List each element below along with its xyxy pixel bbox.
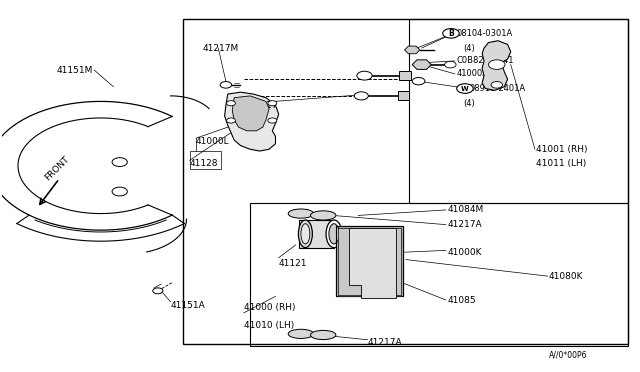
Bar [299, 220, 334, 248]
Ellipse shape [329, 224, 339, 244]
Circle shape [268, 101, 276, 106]
Text: 08915-2401A: 08915-2401A [469, 84, 525, 93]
Polygon shape [482, 41, 511, 90]
Text: 41128: 41128 [189, 160, 218, 169]
Bar [409, 19, 628, 202]
Circle shape [488, 60, 505, 70]
Text: 41000L: 41000L [196, 137, 230, 146]
Circle shape [268, 118, 276, 123]
Circle shape [112, 187, 127, 196]
Ellipse shape [301, 224, 310, 244]
Circle shape [445, 61, 456, 68]
Circle shape [112, 158, 127, 167]
Ellipse shape [326, 220, 342, 248]
Circle shape [457, 84, 473, 93]
Text: 41010 (LH): 41010 (LH) [244, 321, 294, 330]
Text: B: B [448, 29, 454, 38]
Text: 41000 (RH): 41000 (RH) [244, 303, 295, 312]
Text: 41151A: 41151A [171, 301, 205, 310]
Ellipse shape [310, 330, 336, 340]
Polygon shape [232, 96, 269, 131]
Circle shape [355, 92, 369, 100]
Text: C0B82-02B41: C0B82-02B41 [457, 57, 514, 65]
Text: 41151M: 41151M [56, 65, 93, 75]
Circle shape [357, 71, 372, 80]
Text: 41000A: 41000A [457, 69, 489, 78]
Polygon shape [225, 92, 278, 151]
Circle shape [153, 288, 163, 294]
Text: 41217: 41217 [250, 100, 278, 110]
Circle shape [443, 29, 460, 38]
Text: FRONT: FRONT [44, 154, 71, 182]
Text: 41121: 41121 [278, 259, 307, 268]
Bar [399, 71, 411, 80]
Circle shape [227, 118, 236, 123]
Text: 41084M: 41084M [447, 205, 483, 214]
Text: A//0*00P6: A//0*00P6 [549, 351, 588, 360]
Text: 41217A: 41217A [447, 220, 482, 229]
Polygon shape [338, 228, 401, 295]
Text: 41000K: 41000K [447, 248, 482, 257]
Text: 41001 (RH): 41001 (RH) [536, 145, 588, 154]
Text: 41080K: 41080K [549, 272, 584, 280]
Circle shape [491, 81, 502, 88]
Text: (4): (4) [463, 44, 475, 52]
Text: 41217M: 41217M [202, 44, 239, 52]
Bar [189, 151, 221, 170]
Text: (4): (4) [463, 99, 475, 108]
Bar [397, 92, 409, 100]
Polygon shape [349, 228, 396, 298]
Ellipse shape [298, 220, 312, 248]
Text: W: W [461, 86, 469, 92]
Ellipse shape [310, 211, 336, 220]
Circle shape [227, 101, 236, 106]
Bar [250, 202, 628, 346]
Ellipse shape [288, 209, 314, 218]
Polygon shape [336, 227, 403, 296]
Bar [183, 19, 628, 344]
Circle shape [220, 81, 232, 88]
Text: 41085: 41085 [447, 295, 476, 305]
Ellipse shape [288, 329, 314, 339]
Text: 41217A: 41217A [368, 338, 403, 347]
Text: 41011 (LH): 41011 (LH) [536, 160, 586, 169]
Circle shape [412, 77, 425, 85]
Text: 08104-0301A: 08104-0301A [457, 29, 513, 38]
